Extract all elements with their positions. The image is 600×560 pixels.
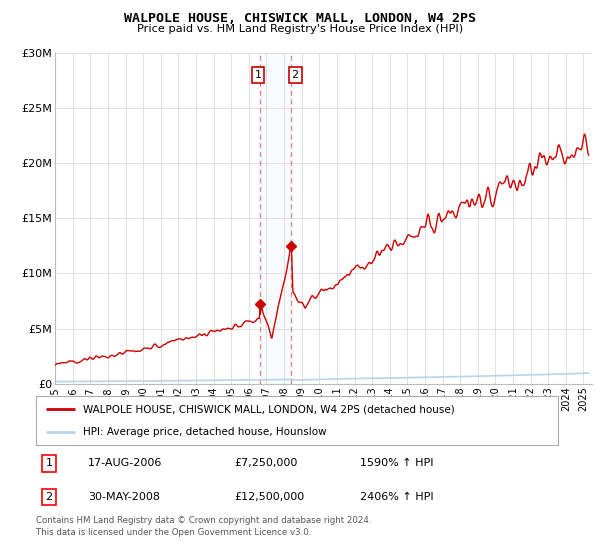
Text: £12,500,000: £12,500,000 bbox=[235, 492, 305, 502]
Text: WALPOLE HOUSE, CHISWICK MALL, LONDON, W4 2PS: WALPOLE HOUSE, CHISWICK MALL, LONDON, W4… bbox=[124, 12, 476, 25]
Text: 1: 1 bbox=[46, 459, 53, 469]
Text: 1590% ↑ HPI: 1590% ↑ HPI bbox=[359, 459, 433, 469]
Text: 17-AUG-2006: 17-AUG-2006 bbox=[88, 459, 163, 469]
Text: 2406% ↑ HPI: 2406% ↑ HPI bbox=[359, 492, 433, 502]
Text: 1: 1 bbox=[254, 70, 262, 80]
Text: HPI: Average price, detached house, Hounslow: HPI: Average price, detached house, Houn… bbox=[83, 427, 326, 437]
Text: Contains HM Land Registry data © Crown copyright and database right 2024.
This d: Contains HM Land Registry data © Crown c… bbox=[36, 516, 371, 537]
Text: WALPOLE HOUSE, CHISWICK MALL, LONDON, W4 2PS (detached house): WALPOLE HOUSE, CHISWICK MALL, LONDON, W4… bbox=[83, 404, 455, 414]
Bar bbox=[260, 53, 292, 384]
Text: £7,250,000: £7,250,000 bbox=[235, 459, 298, 469]
Text: 2: 2 bbox=[46, 492, 53, 502]
Text: Price paid vs. HM Land Registry's House Price Index (HPI): Price paid vs. HM Land Registry's House … bbox=[137, 24, 463, 34]
Text: 2: 2 bbox=[292, 70, 299, 80]
Text: 30-MAY-2008: 30-MAY-2008 bbox=[88, 492, 160, 502]
